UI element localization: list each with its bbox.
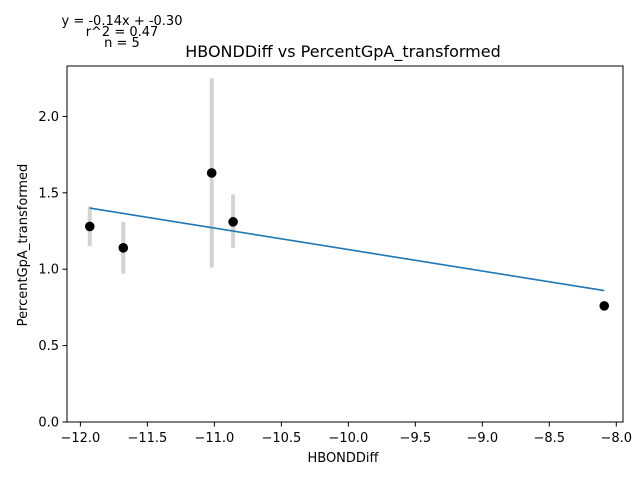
x-tick-label-2: −11.5 xyxy=(127,431,167,446)
y-tick-label-4: 1.5 xyxy=(38,186,59,201)
x-tick-label-6: −9.5 xyxy=(400,431,432,446)
data-point-1 xyxy=(84,221,95,232)
data-point-2 xyxy=(118,243,129,253)
regression-line xyxy=(89,207,605,292)
y-tick-label-3: 1.0 xyxy=(38,263,59,278)
x-tick-label-7: −9.0 xyxy=(467,431,499,446)
data-point-5 xyxy=(599,301,610,311)
axes-frame xyxy=(66,65,624,423)
fit-equation: y = -0.14x + -0.30 xyxy=(62,14,183,29)
plot-area: −12.0 −11.5 −11.0 −10.5 −10.0 −9.5 −9.0 −8.5 −8.… xyxy=(38,65,633,446)
x-tick-label-8: −8.5 xyxy=(534,431,566,446)
x-tick-label-5: −10.0 xyxy=(328,431,368,446)
x-tick-label-3: −11.0 xyxy=(194,431,234,446)
y-tick-label-5: 2.0 xyxy=(38,110,59,125)
y-tick-label-1: 0.0 xyxy=(38,416,59,431)
y-tick-label-2: 0.5 xyxy=(38,339,59,354)
y-axis-label: PercentGpA_transformed xyxy=(16,164,31,327)
x-axis-label: HBONDDiff xyxy=(307,451,379,466)
x-tick-label-1: −12.0 xyxy=(60,431,100,446)
data-point-3 xyxy=(206,168,217,178)
fit-r2: r^2 = 0.47 xyxy=(86,25,159,40)
chart-title: HBONDDiff vs PercentGpA_transformed xyxy=(185,42,501,62)
sample-count: n = 5 xyxy=(104,36,140,51)
x-tick-label-4: −10.5 xyxy=(261,431,301,446)
data-point-4 xyxy=(228,217,238,227)
x-tick-label-9: −8.0 xyxy=(601,431,633,446)
